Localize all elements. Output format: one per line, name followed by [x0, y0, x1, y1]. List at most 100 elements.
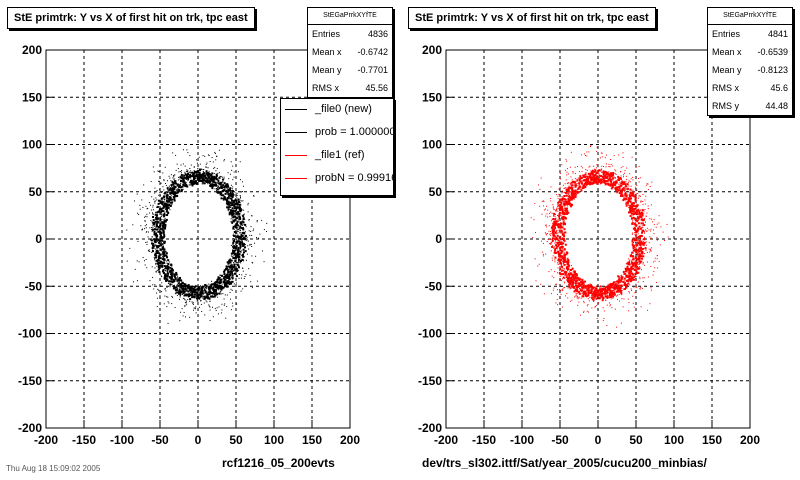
scatter-point — [170, 184, 173, 187]
scatter-point — [239, 236, 242, 239]
scatter-point — [591, 296, 594, 299]
scatter-point — [228, 209, 230, 211]
scatter-point — [575, 280, 578, 283]
scatter-point — [586, 169, 588, 171]
scatter-point — [211, 295, 214, 298]
scatter-point — [220, 185, 223, 188]
scatter-point — [639, 210, 641, 212]
scatter-point — [561, 230, 563, 232]
scatter-point — [562, 239, 565, 242]
scatter-point — [231, 243, 233, 245]
scatter-point — [631, 273, 633, 275]
scatter-point — [172, 285, 175, 288]
scatter-point — [244, 239, 246, 241]
scatter-point — [163, 208, 165, 210]
scatter-point — [646, 251, 648, 253]
scatter-point — [576, 285, 578, 287]
scatter-point — [237, 256, 239, 258]
scatter-point — [231, 201, 233, 203]
scatter-point — [553, 220, 556, 223]
scatter-point — [623, 284, 625, 286]
scatter-point — [643, 224, 646, 227]
scatter-point — [599, 290, 601, 292]
scatter-point — [642, 263, 644, 265]
scatter-point — [632, 210, 635, 213]
scatter-point — [239, 240, 241, 242]
scatter-point — [199, 173, 201, 175]
scatter-point — [653, 219, 655, 221]
scatter-point — [637, 217, 640, 220]
scatter-point — [161, 282, 163, 284]
scatter-point — [177, 192, 179, 194]
scatter-point — [214, 166, 216, 168]
scatter-point — [263, 229, 265, 231]
scatter-point — [179, 298, 181, 300]
scatter-point — [566, 279, 569, 282]
scatter-point — [151, 251, 153, 253]
scatter-point — [606, 180, 609, 183]
scatter-point — [233, 204, 236, 207]
scatter-point — [587, 285, 590, 288]
scatter-point — [616, 191, 618, 193]
scatter-point — [154, 252, 157, 255]
scatter-point — [163, 199, 165, 201]
scatter-point — [605, 176, 608, 179]
scatter-point — [548, 225, 550, 227]
scatter-point — [645, 184, 647, 186]
scatter-point — [662, 231, 664, 233]
scatter-point — [596, 289, 599, 292]
scatter-point — [190, 288, 192, 290]
scatter-point — [217, 287, 220, 290]
scatter-point — [656, 255, 658, 257]
scatter-point — [216, 286, 218, 288]
scatter-point — [165, 252, 168, 255]
scatter-point — [569, 199, 571, 201]
scatter-point — [195, 291, 198, 294]
scatter-point — [218, 186, 220, 188]
scatter-point — [165, 199, 168, 202]
scatter-point — [545, 208, 547, 210]
scatter-point — [634, 261, 637, 264]
scatter-point — [227, 265, 230, 268]
scatter-point — [226, 280, 228, 282]
scatter-point — [216, 187, 218, 189]
scatter-point — [173, 271, 175, 273]
scatter-point — [567, 183, 569, 185]
scatter-point — [232, 241, 235, 244]
scatter-point — [538, 184, 540, 186]
scatter-point — [151, 247, 154, 250]
scatter-point — [245, 273, 247, 275]
scatter-point — [561, 255, 564, 258]
scatter-point — [196, 298, 198, 300]
scatter-point — [590, 171, 592, 173]
scatter-point — [619, 189, 622, 192]
scatter-point — [171, 269, 174, 272]
scatter-point — [197, 289, 200, 292]
scatter-point — [628, 310, 630, 312]
scatter-point — [235, 241, 238, 244]
scatter-point — [251, 215, 253, 217]
scatter-point — [232, 204, 234, 206]
scatter-point — [144, 220, 146, 222]
scatter-point — [553, 220, 555, 222]
scatter-point — [238, 203, 241, 206]
scatter-point — [634, 256, 636, 258]
scatter-point — [223, 186, 226, 189]
scatter-point — [244, 237, 247, 240]
scatter-point — [184, 304, 186, 306]
scatter-point — [231, 169, 233, 171]
scatter-point — [564, 254, 566, 256]
scatter-point — [568, 193, 570, 195]
scatter-point — [191, 291, 193, 293]
scatter-point — [587, 298, 589, 300]
left-panel: -200 -150 -100 -50 0 50 100 150 200 -200 -150 -100-… — [6, 7, 394, 473]
scatter-point — [153, 257, 155, 259]
scatter-point — [554, 231, 557, 234]
scatter-point — [236, 222, 238, 224]
scatter-point — [576, 285, 579, 288]
scatter-point — [627, 258, 629, 260]
scatter-point — [587, 289, 590, 292]
scatter-point — [627, 264, 629, 266]
scatter-point — [152, 204, 154, 206]
scatter-point — [551, 218, 553, 220]
